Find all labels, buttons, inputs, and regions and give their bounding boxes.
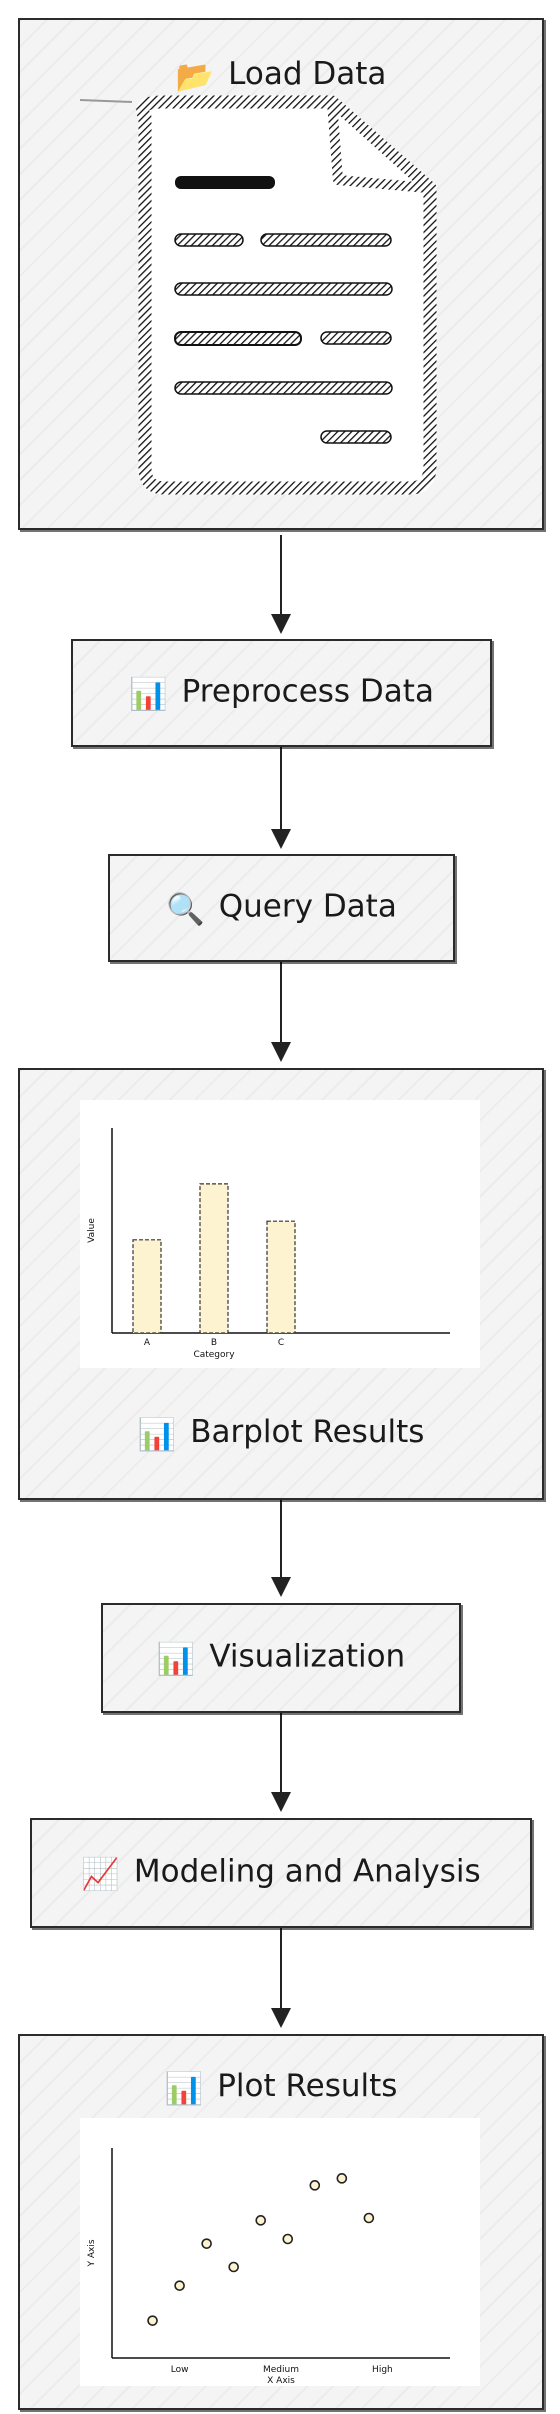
barplot-x-label: Category	[193, 1350, 235, 1360]
bar-tick-label-B: B	[211, 1338, 217, 1348]
folder-icon: 📂	[175, 59, 215, 95]
node-barplot-results[interactable]: A B C Category Value 📊 Barplot Results	[18, 1068, 544, 1500]
scatter-tick-label-low: Low	[171, 2365, 189, 2375]
node-modeling-analysis[interactable]: 📈 Modeling and Analysis	[30, 1818, 532, 1928]
document-icon	[79, 95, 437, 495]
node-preprocess-data-title: 📊 Preprocess Data	[129, 673, 434, 713]
scatter-x-label: X Axis	[267, 2376, 295, 2386]
bar-B	[199, 1183, 229, 1334]
bar-chart-icon: 📊	[156, 1641, 196, 1678]
node-query-data-title: 🔍 Query Data	[166, 888, 397, 928]
scatter-tick-label-high: High	[372, 2365, 393, 2375]
trend-chart-icon: 📈	[81, 1856, 120, 1893]
scatter-point	[336, 2173, 348, 2184]
node-barplot-results-title: 📊 Barplot Results	[137, 1414, 425, 1453]
scatter-point	[282, 2233, 294, 2245]
node-modeling-analysis-title: 📈 Modeling and Analysis	[81, 1853, 481, 1893]
barplot-y-label: Value	[87, 1218, 97, 1243]
node-load-data-title: 📂 Load Data	[175, 56, 387, 95]
node-query-data[interactable]: 🔍 Query Data	[108, 854, 455, 962]
bar-chart-icon: 📊	[164, 2071, 204, 2107]
scatter-point	[228, 2261, 239, 2273]
scatter-point	[309, 2180, 321, 2191]
node-plot-results[interactable]: 📊 Plot Results Low Medium High X Axis Y Axis	[18, 2034, 544, 2410]
barplot-chart: A B C Category Value	[87, 1128, 450, 1360]
scatter-y-label: Y Axis	[87, 2239, 97, 2267]
barplot-chart-panel: A B C Category Value	[80, 1100, 480, 1368]
scatter-chart-panel: Low Medium High X Axis Y Axis	[80, 2118, 480, 2386]
bar-C	[266, 1220, 296, 1334]
node-load-data[interactable]: 📂 Load Data	[18, 18, 544, 530]
node-preprocess-data[interactable]: 📊 Preprocess Data	[71, 639, 492, 747]
node-visualization[interactable]: 📊 Visualization	[101, 1603, 461, 1713]
magnifier-icon: 🔍	[166, 891, 205, 928]
scatter-chart: Low Medium High X Axis Y Axis	[87, 2148, 450, 2386]
scatter-point	[255, 2215, 267, 2226]
scatter-point	[174, 2280, 185, 2291]
bar-tick-label-C: C	[278, 1338, 284, 1348]
scatter-point	[363, 2212, 375, 2224]
bar-chart-icon: 📊	[137, 1417, 177, 1453]
scatter-tick-label-medium: Medium	[263, 2365, 299, 2375]
bar-tick-label-A: A	[144, 1338, 151, 1348]
node-visualization-title: 📊 Visualization	[156, 1638, 406, 1678]
bar-A	[132, 1239, 162, 1334]
bar-chart-icon: 📊	[129, 676, 168, 713]
node-plot-results-title: 📊 Plot Results	[164, 2068, 398, 2107]
scatter-point	[147, 2315, 158, 2326]
scatter-point	[201, 2238, 212, 2249]
